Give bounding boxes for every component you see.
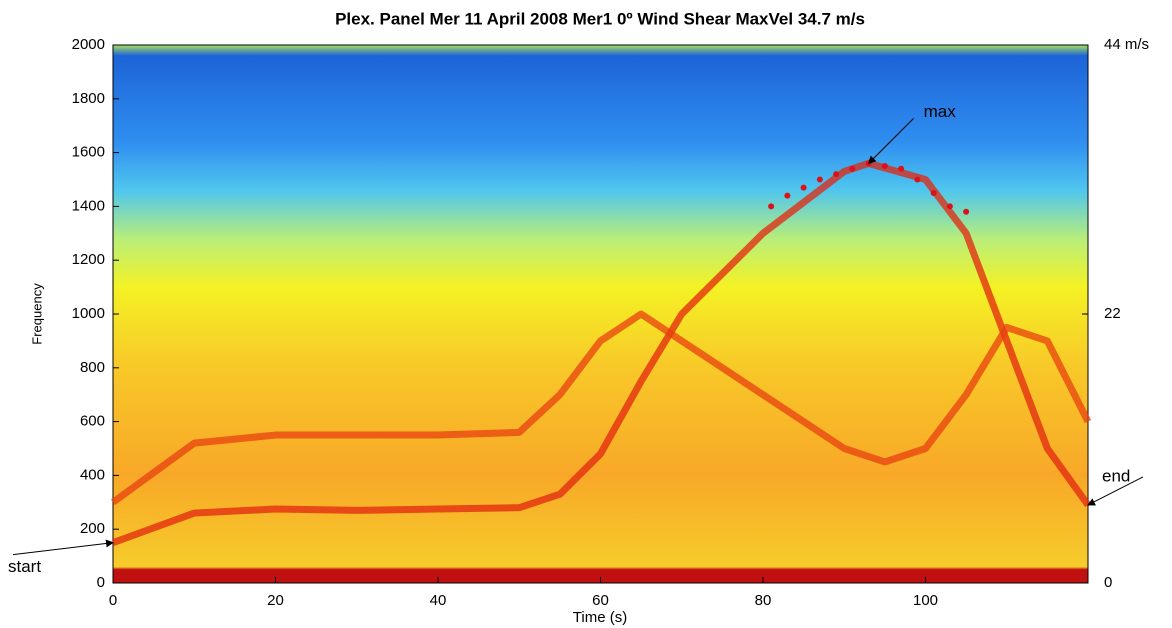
annotation-label: end [1102,466,1130,485]
y2-tick-label: 22 [1104,305,1121,322]
ridge-line [110,310,1092,506]
y2-tick-label: 44 m/s [1104,36,1149,53]
y-tick-label: 1000 [72,305,105,322]
annotation-arrow [867,118,914,165]
max-trace-dot [816,176,823,183]
annotation-arrow [1087,476,1144,506]
max-trace-dot [768,203,775,210]
x-tick-label: 100 [913,592,938,609]
x-tick-label: 40 [430,592,447,609]
chart-title: Plex. Panel Mer 11 April 2008 Mer1 0º Wi… [335,9,865,28]
max-trace-dot [784,192,791,199]
max-trace-dot [881,163,888,170]
y-tick-label: 800 [80,359,105,376]
y-tick-label: 600 [80,413,105,430]
y-tick-label: 1400 [72,197,105,214]
ridge-line [111,159,1091,546]
x-tick-label: 60 [592,592,609,609]
annotation-arrow [12,539,114,556]
max-trace-dot [914,176,921,183]
max-trace-dot [898,165,905,172]
max-trace-dot [849,165,856,172]
x-tick-label: 80 [755,592,772,609]
y-tick-label: 1200 [72,251,105,268]
annotation-label: start [8,557,41,576]
max-trace-dot [833,171,840,178]
max-trace-dot [946,203,953,210]
annotation-label: max [924,102,957,121]
y-tick-label: 200 [80,520,105,537]
y-tick-label: 0 [97,574,105,591]
y-tick-label: 2000 [72,36,105,53]
x-axis-label: Time (s) [573,609,627,626]
spectrogram-image [113,45,1088,583]
x-tick-label: 20 [267,592,284,609]
max-trace-dot [963,208,970,215]
max-trace-dot [930,189,937,196]
y-axis-label: Frequency [29,283,44,345]
y-tick-label: 1800 [72,90,105,107]
y2-tick-label: 0 [1104,574,1112,591]
y-tick-label: 400 [80,466,105,483]
max-trace-dot [800,184,807,191]
y-tick-label: 1600 [72,144,105,161]
x-tick-label: 0 [109,592,117,609]
